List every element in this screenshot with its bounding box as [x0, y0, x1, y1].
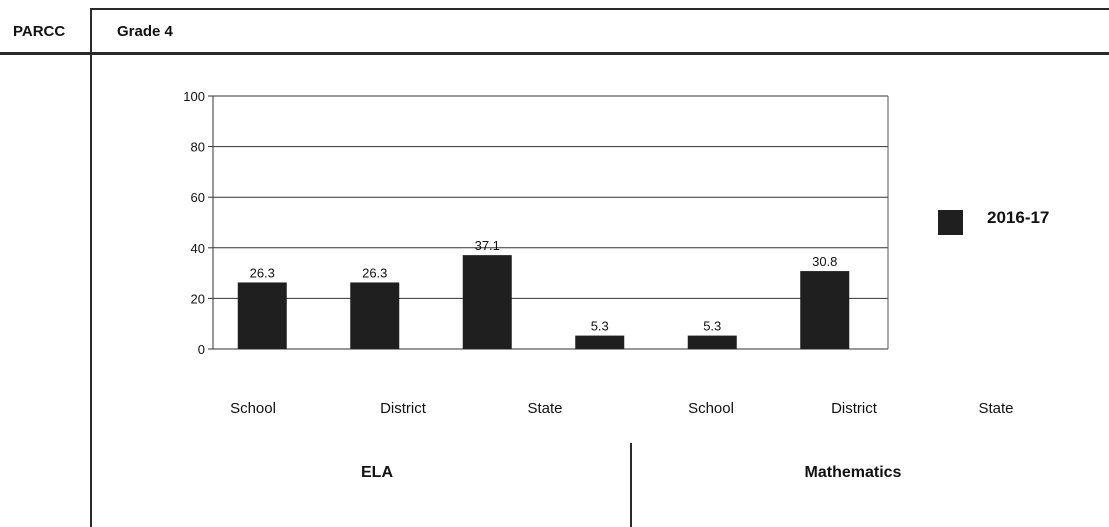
category-label-ela-state: State [527, 400, 563, 417]
y-tick-label-100: 100 [183, 89, 205, 104]
y-tick-label-20: 20 [191, 291, 205, 306]
data-label-2: 37.1 [475, 238, 500, 253]
bar-5 [800, 271, 850, 349]
data-label-3: 5.3 [591, 319, 609, 334]
category-label-math-district: District [831, 400, 877, 417]
y-tick-label-60: 60 [191, 190, 205, 205]
y-tick-label-0: 0 [198, 342, 205, 357]
y-tick-label-40: 40 [191, 241, 205, 256]
header-bottom-border [0, 52, 1109, 55]
legend-swatch [938, 210, 963, 235]
data-label-1: 26.3 [362, 265, 387, 280]
category-label-ela-school: School [230, 400, 276, 417]
grade-label: Grade 4 [117, 23, 173, 40]
bar-4 [687, 335, 737, 349]
category-label-math-school: School [688, 400, 734, 417]
data-label-5: 30.8 [812, 254, 837, 269]
legend-label: 2016-17 [987, 208, 1050, 227]
left-column-divider [90, 8, 92, 527]
group-divider [630, 443, 632, 527]
y-tick-label-80: 80 [191, 140, 205, 155]
header-top-border [90, 8, 1109, 10]
bar-0 [237, 282, 287, 349]
group-label-ela: ELA [361, 464, 393, 481]
group-label-mathematics: Mathematics [804, 464, 902, 481]
section-label: PARCC [13, 23, 66, 40]
bar-2 [462, 255, 512, 349]
category-label-math-state: State [978, 400, 1014, 417]
data-label-4: 5.3 [703, 319, 721, 334]
bar-1 [350, 282, 400, 349]
category-label-ela-district: District [380, 400, 426, 417]
data-label-0: 26.3 [250, 265, 275, 280]
bar-3 [575, 335, 625, 349]
